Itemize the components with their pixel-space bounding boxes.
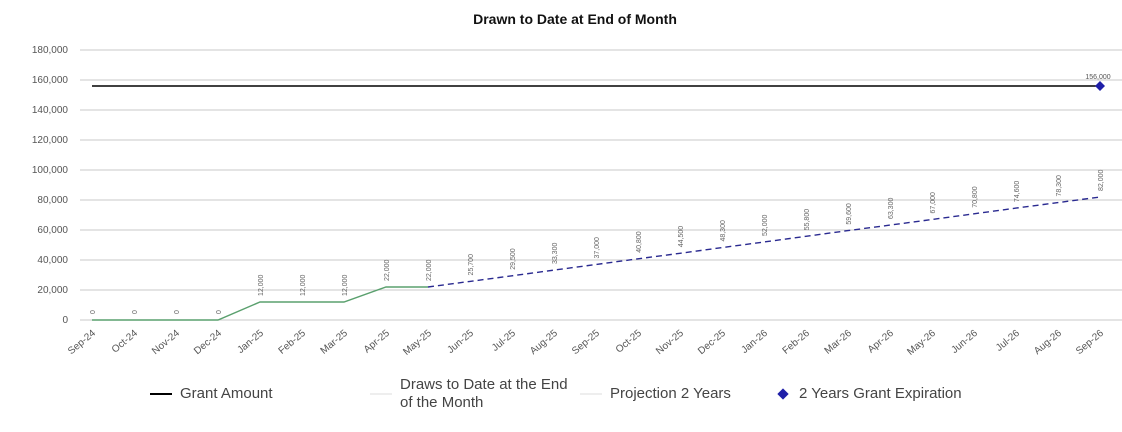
x-tick-label: May-26 xyxy=(905,328,938,358)
legend-label: Projection 2 Years xyxy=(610,385,731,402)
y-tick-label: 20,000 xyxy=(37,285,68,296)
x-tick-label: Jan-26 xyxy=(739,328,770,356)
data-label: 0 xyxy=(90,310,97,314)
x-tick-label: Nov-24 xyxy=(150,328,182,357)
data-label: 22,000 xyxy=(426,259,433,281)
data-label: 0 xyxy=(132,310,139,314)
x-tick-label: Aug-25 xyxy=(528,328,560,357)
x-tick-label: Sep-25 xyxy=(570,328,602,357)
y-tick-label: 160,000 xyxy=(32,75,69,86)
legend-swatch-projection xyxy=(580,393,602,395)
x-tick-label: Dec-24 xyxy=(192,328,224,357)
x-tick-label: Oct-25 xyxy=(614,328,644,356)
x-tick-label: Jul-25 xyxy=(490,328,518,354)
data-label: 55,800 xyxy=(804,209,811,231)
legend-diamond-icon xyxy=(777,388,789,400)
data-label: 25,700 xyxy=(468,254,475,276)
grid xyxy=(80,49,1122,321)
x-tick-label: Sep-26 xyxy=(1074,328,1106,357)
data-label: 0 xyxy=(216,310,223,314)
legend-label: Draws to Date at the End of the Month xyxy=(400,376,568,411)
data-label: 78,300 xyxy=(1056,175,1063,197)
y-tick-label: 40,000 xyxy=(37,255,68,266)
x-tick-label: Mar-26 xyxy=(823,328,855,357)
y-tick-label: 120,000 xyxy=(32,135,69,146)
x-tick-label: Apr-25 xyxy=(362,328,392,356)
data-label: 0 xyxy=(174,310,181,314)
y-tick-label: 100,000 xyxy=(32,165,69,176)
data-label: 12,000 xyxy=(342,274,349,296)
data-label: 52,000 xyxy=(762,214,769,236)
y-tick-label: 60,000 xyxy=(37,225,68,236)
x-tick-label: Jun-26 xyxy=(949,328,980,356)
x-tick-label: Nov-25 xyxy=(654,328,686,357)
x-tick-label: Sep-24 xyxy=(66,328,98,357)
series-layer xyxy=(92,81,1105,321)
x-tick-label: Feb-25 xyxy=(277,328,309,357)
x-tick-label: Jan-25 xyxy=(235,328,266,356)
x-tick-label: Apr-26 xyxy=(866,328,896,356)
data-label: 33,300 xyxy=(552,243,559,265)
legend: Grant Amount Draws to Date at the End of… xyxy=(150,374,1050,414)
data-label: 59,600 xyxy=(846,203,853,225)
data-label: 44,500 xyxy=(678,226,685,248)
legend-swatch-grant-amount xyxy=(150,393,172,395)
data-label: 12,000 xyxy=(258,274,265,296)
x-tick-label: Jun-25 xyxy=(445,328,476,356)
series-line-projection-2-years xyxy=(427,196,1101,288)
x-tick-label: Oct-24 xyxy=(110,328,140,356)
y-tick-label: 140,000 xyxy=(32,105,69,116)
data-labels: 0 0 0 0 12,000 12,000 12,000 22,000 22,000 25,700… xyxy=(90,74,1111,314)
data-label: 37,000 xyxy=(594,237,601,259)
data-label: 67,000 xyxy=(930,192,937,214)
x-axis: Sep-24 Oct-24 Nov-24 Dec-24 Jan-25 Feb-25 Mar-… xyxy=(66,328,1106,358)
x-tick-label: May-25 xyxy=(401,328,434,358)
data-label: 63,300 xyxy=(888,198,895,220)
data-label: 82,000 xyxy=(1098,169,1105,191)
x-tick-label: Feb-26 xyxy=(781,328,813,357)
expiration-diamond-icon xyxy=(1095,81,1105,91)
data-label: 48,300 xyxy=(720,220,727,242)
y-tick-label: 180,000 xyxy=(32,45,69,56)
x-tick-label: Mar-25 xyxy=(319,328,351,357)
x-tick-label: Dec-25 xyxy=(696,328,728,357)
data-label: 156,000 xyxy=(1085,74,1110,81)
data-label: 22,000 xyxy=(384,259,391,281)
series-line-draws-to-date-at-the-end-of-the-month xyxy=(92,286,428,321)
legend-label: Grant Amount xyxy=(180,385,273,402)
legend-item-grant-amount: Grant Amount xyxy=(150,385,370,403)
y-axis: 0 20,000 40,000 60,000 80,000 100,000 120,000 1… xyxy=(32,45,69,326)
x-tick-label: Aug-26 xyxy=(1032,328,1064,357)
legend-item-draws: Draws to Date at the End of the Month xyxy=(370,376,580,412)
legend-item-expiration: 2 Years Grant Expiration xyxy=(775,385,1035,403)
legend-label: 2 Years Grant Expiration xyxy=(799,385,962,402)
data-label: 74,600 xyxy=(1014,181,1021,203)
chart-title: Drawn to Date at End of Month xyxy=(473,11,677,27)
data-label: 70,800 xyxy=(972,186,979,208)
data-label: 12,000 xyxy=(300,274,307,296)
data-label: 29,500 xyxy=(510,248,517,270)
legend-swatch-draws xyxy=(370,393,392,395)
y-tick-label: 0 xyxy=(62,315,68,326)
data-label: 40,800 xyxy=(636,231,643,253)
legend-item-projection: Projection 2 Years xyxy=(580,385,775,403)
y-tick-label: 80,000 xyxy=(37,195,68,206)
x-tick-label: Jul-26 xyxy=(994,328,1022,354)
